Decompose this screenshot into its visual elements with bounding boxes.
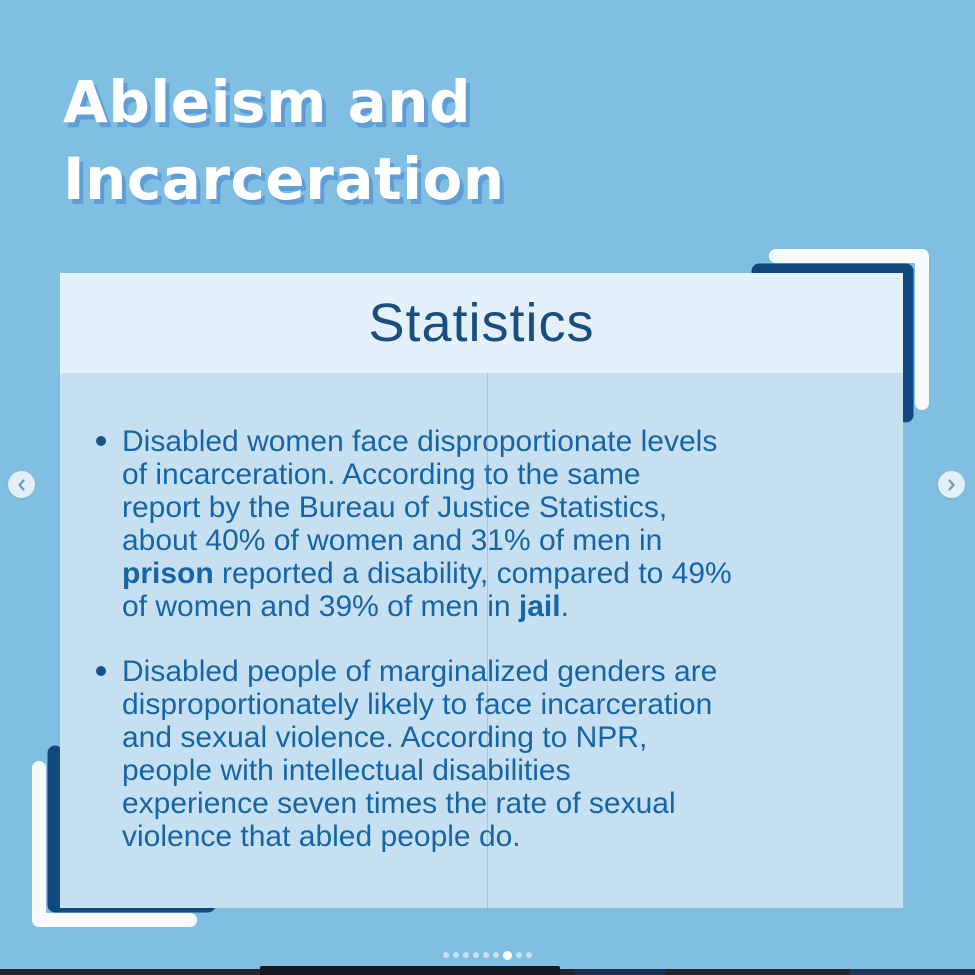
chevron-left-icon — [18, 478, 25, 491]
carousel-dot[interactable] — [503, 950, 512, 960]
carousel-prev-button[interactable] — [8, 471, 35, 498]
caption-peek-strip — [0, 966, 975, 975]
statistics-card: Statistics Disabled women face dispropor… — [60, 273, 903, 908]
page-title-line-2: Incarceration — [63, 145, 505, 213]
carousel-next-button[interactable] — [938, 471, 965, 498]
carousel-dot[interactable] — [443, 952, 449, 958]
list-item: Disabled women face disproportionate lev… — [96, 425, 877, 623]
carousel-dot[interactable] — [526, 952, 532, 958]
caption-peek-text — [260, 966, 560, 975]
page-title: Ableism and Incarceration — [63, 64, 505, 218]
carousel-dot[interactable] — [453, 952, 459, 958]
carousel-dot[interactable] — [463, 952, 469, 958]
caption-peek-text — [575, 969, 665, 975]
statistics-list: Disabled women face disproportionate lev… — [60, 373, 903, 853]
list-item-text: Disabled people of marginalized genders … — [122, 655, 718, 853]
carousel-dots — [0, 949, 975, 961]
bullet-point-icon — [96, 436, 106, 446]
list-item: Disabled people of marginalized genders … — [96, 655, 877, 853]
card-header: Statistics — [60, 273, 903, 373]
card-seam-divider — [487, 373, 488, 908]
carousel-dot[interactable] — [516, 952, 522, 958]
card-title: Statistics — [368, 293, 595, 353]
list-item-text: Disabled women face disproportionate lev… — [122, 425, 732, 623]
page-title-line-1: Ableism and — [63, 68, 472, 136]
carousel-dot[interactable] — [493, 952, 499, 958]
caption-peek-text — [850, 969, 975, 975]
carousel-dot[interactable] — [483, 952, 489, 958]
bullet-point-icon — [96, 666, 106, 676]
carousel-dot[interactable] — [473, 952, 479, 958]
chevron-right-icon — [948, 478, 955, 491]
